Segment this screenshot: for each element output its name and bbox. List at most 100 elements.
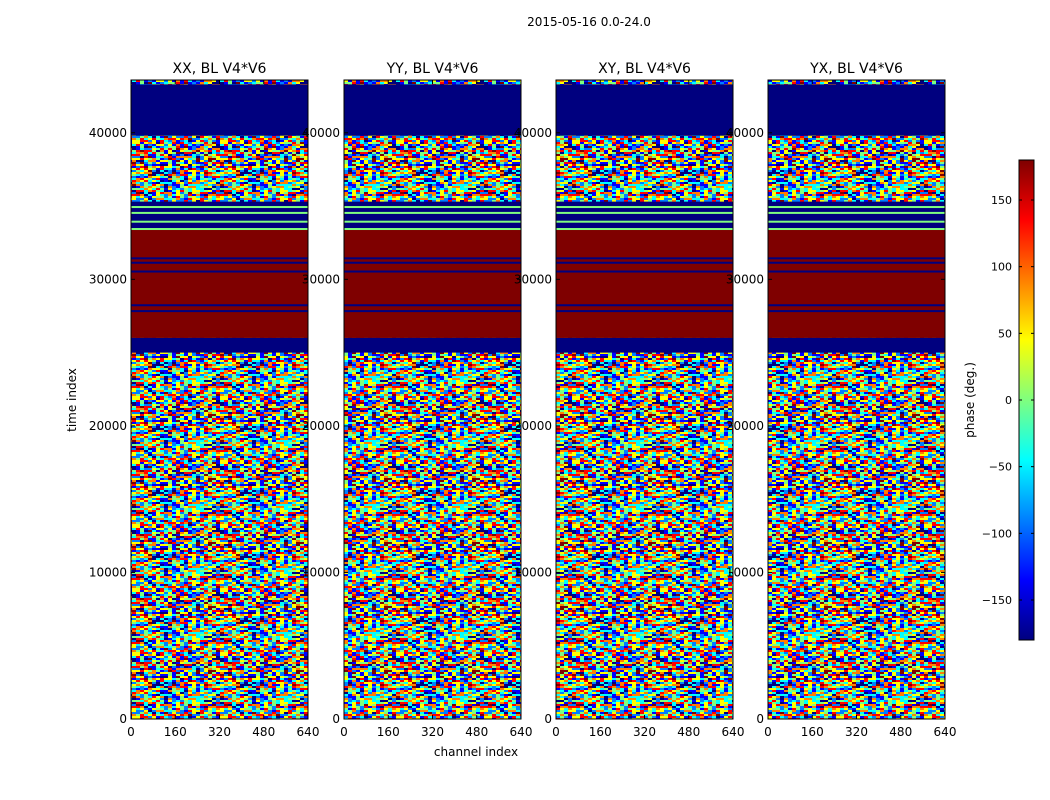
x-tick-label: 640 (722, 725, 745, 739)
x-tick-label: 0 (127, 725, 135, 739)
x-tick-label: 480 (252, 725, 275, 739)
streak-line (131, 220, 308, 223)
streak-line (344, 270, 521, 273)
colorbar-tick-label: 100 (991, 261, 1012, 274)
streak-line (131, 211, 308, 214)
y-tick-label: 10000 (726, 565, 764, 579)
streak-line (768, 270, 945, 273)
streak-line (344, 211, 521, 214)
panel-title: XY, BL V4*V6 (598, 61, 691, 77)
x-tick-label: 640 (510, 725, 533, 739)
y-tick-label: 20000 (302, 419, 340, 433)
y-tick-label: 0 (119, 712, 127, 726)
panel: YY, BL V4*V6 0 160 320 480 640 0 10000 20000 3000… (302, 61, 533, 739)
streak-line (131, 206, 308, 209)
y-tick-label: 30000 (89, 272, 127, 286)
streak-line (768, 261, 945, 264)
y-tick-label: 0 (756, 712, 764, 726)
panel: XX, BL V4*V6 0 160 320 480 640 0 10000 20000 3000… (89, 61, 320, 739)
phase-band (344, 337, 521, 353)
heatmap-noise (768, 80, 945, 719)
phase-band (556, 201, 733, 230)
y-tick-label: 20000 (726, 419, 764, 433)
y-tick-label: 10000 (302, 565, 340, 579)
panel-title: YX, BL V4*V6 (809, 61, 903, 77)
streak-line (768, 206, 945, 209)
phase-band (768, 337, 945, 353)
streak-line (768, 304, 945, 307)
y-tick-label: 20000 (89, 419, 127, 433)
streak-line (768, 220, 945, 223)
phase-band (344, 229, 521, 338)
x-tick-label: 0 (552, 725, 560, 739)
colorbar-tick-label: 150 (991, 194, 1012, 207)
phase-band (556, 84, 733, 136)
x-tick-label: 0 (340, 725, 348, 739)
streak-line (556, 257, 733, 260)
streak-line (556, 206, 733, 209)
streak-line (768, 211, 945, 214)
y-tick-label: 40000 (726, 126, 764, 140)
phase-band (556, 337, 733, 353)
streak-line (556, 270, 733, 273)
streak-line (556, 211, 733, 214)
phase-band (344, 84, 521, 136)
phase-band (768, 201, 945, 230)
phase-band (131, 229, 308, 338)
colorbar-tick-label: 0 (1005, 394, 1012, 407)
x-tick-label: 640 (297, 725, 320, 739)
y-tick-label: 0 (544, 712, 552, 726)
colorbar-label: phase (deg.) (963, 362, 977, 438)
colorbar-tick-label: 50 (998, 327, 1012, 340)
x-tick-label: 640 (934, 725, 957, 739)
panel-title: YY, BL V4*V6 (386, 61, 479, 77)
y-tick-label: 10000 (89, 565, 127, 579)
colorbar-tick-label: −150 (982, 594, 1012, 607)
streak-line (556, 304, 733, 307)
streak-line (344, 257, 521, 260)
streak-line (344, 310, 521, 313)
x-tick-label: 480 (889, 725, 912, 739)
y-tick-label: 40000 (89, 126, 127, 140)
phase-band (131, 84, 308, 136)
x-tick-label: 320 (845, 725, 868, 739)
x-tick-label: 320 (208, 725, 231, 739)
streak-line (556, 310, 733, 313)
heatmap-noise (556, 80, 733, 719)
y-tick-label: 40000 (514, 126, 552, 140)
y-tick-label: 40000 (302, 126, 340, 140)
streak-line (131, 310, 308, 313)
streak-line (556, 261, 733, 264)
streak-line (131, 228, 308, 231)
x-tick-label: 480 (677, 725, 700, 739)
streak-line (131, 270, 308, 273)
phase-band (131, 201, 308, 230)
streak-line (768, 228, 945, 231)
streak-line (768, 310, 945, 313)
streak-line (344, 304, 521, 307)
x-axis-label: channel index (434, 745, 518, 759)
streak-line (131, 257, 308, 260)
y-tick-label: 20000 (514, 419, 552, 433)
x-tick-label: 320 (421, 725, 444, 739)
streak-line (131, 261, 308, 264)
streak-line (556, 220, 733, 223)
y-axis-label: time index (65, 368, 79, 432)
heatmap-noise (344, 80, 521, 719)
x-tick-label: 160 (164, 725, 187, 739)
phase-band (556, 229, 733, 338)
y-tick-label: 30000 (302, 272, 340, 286)
streak-line (344, 220, 521, 223)
colorbar-tick-label: −50 (989, 461, 1012, 474)
x-tick-label: 160 (377, 725, 400, 739)
panel: YX, BL V4*V6 0 160 320 480 640 0 10000 20000 3000… (726, 61, 957, 739)
y-tick-label: 10000 (514, 565, 552, 579)
panel-title: XX, BL V4*V6 (173, 61, 267, 77)
y-tick-label: 30000 (726, 272, 764, 286)
x-tick-label: 320 (633, 725, 656, 739)
phase-band (768, 229, 945, 338)
chart-suptitle: 2015-05-16 0.0-24.0 (527, 15, 651, 29)
colorbar: 150 100 50 0 −50 −100 −150 phase (deg.) (963, 159, 1035, 641)
x-tick-label: 160 (801, 725, 824, 739)
streak-line (344, 261, 521, 264)
